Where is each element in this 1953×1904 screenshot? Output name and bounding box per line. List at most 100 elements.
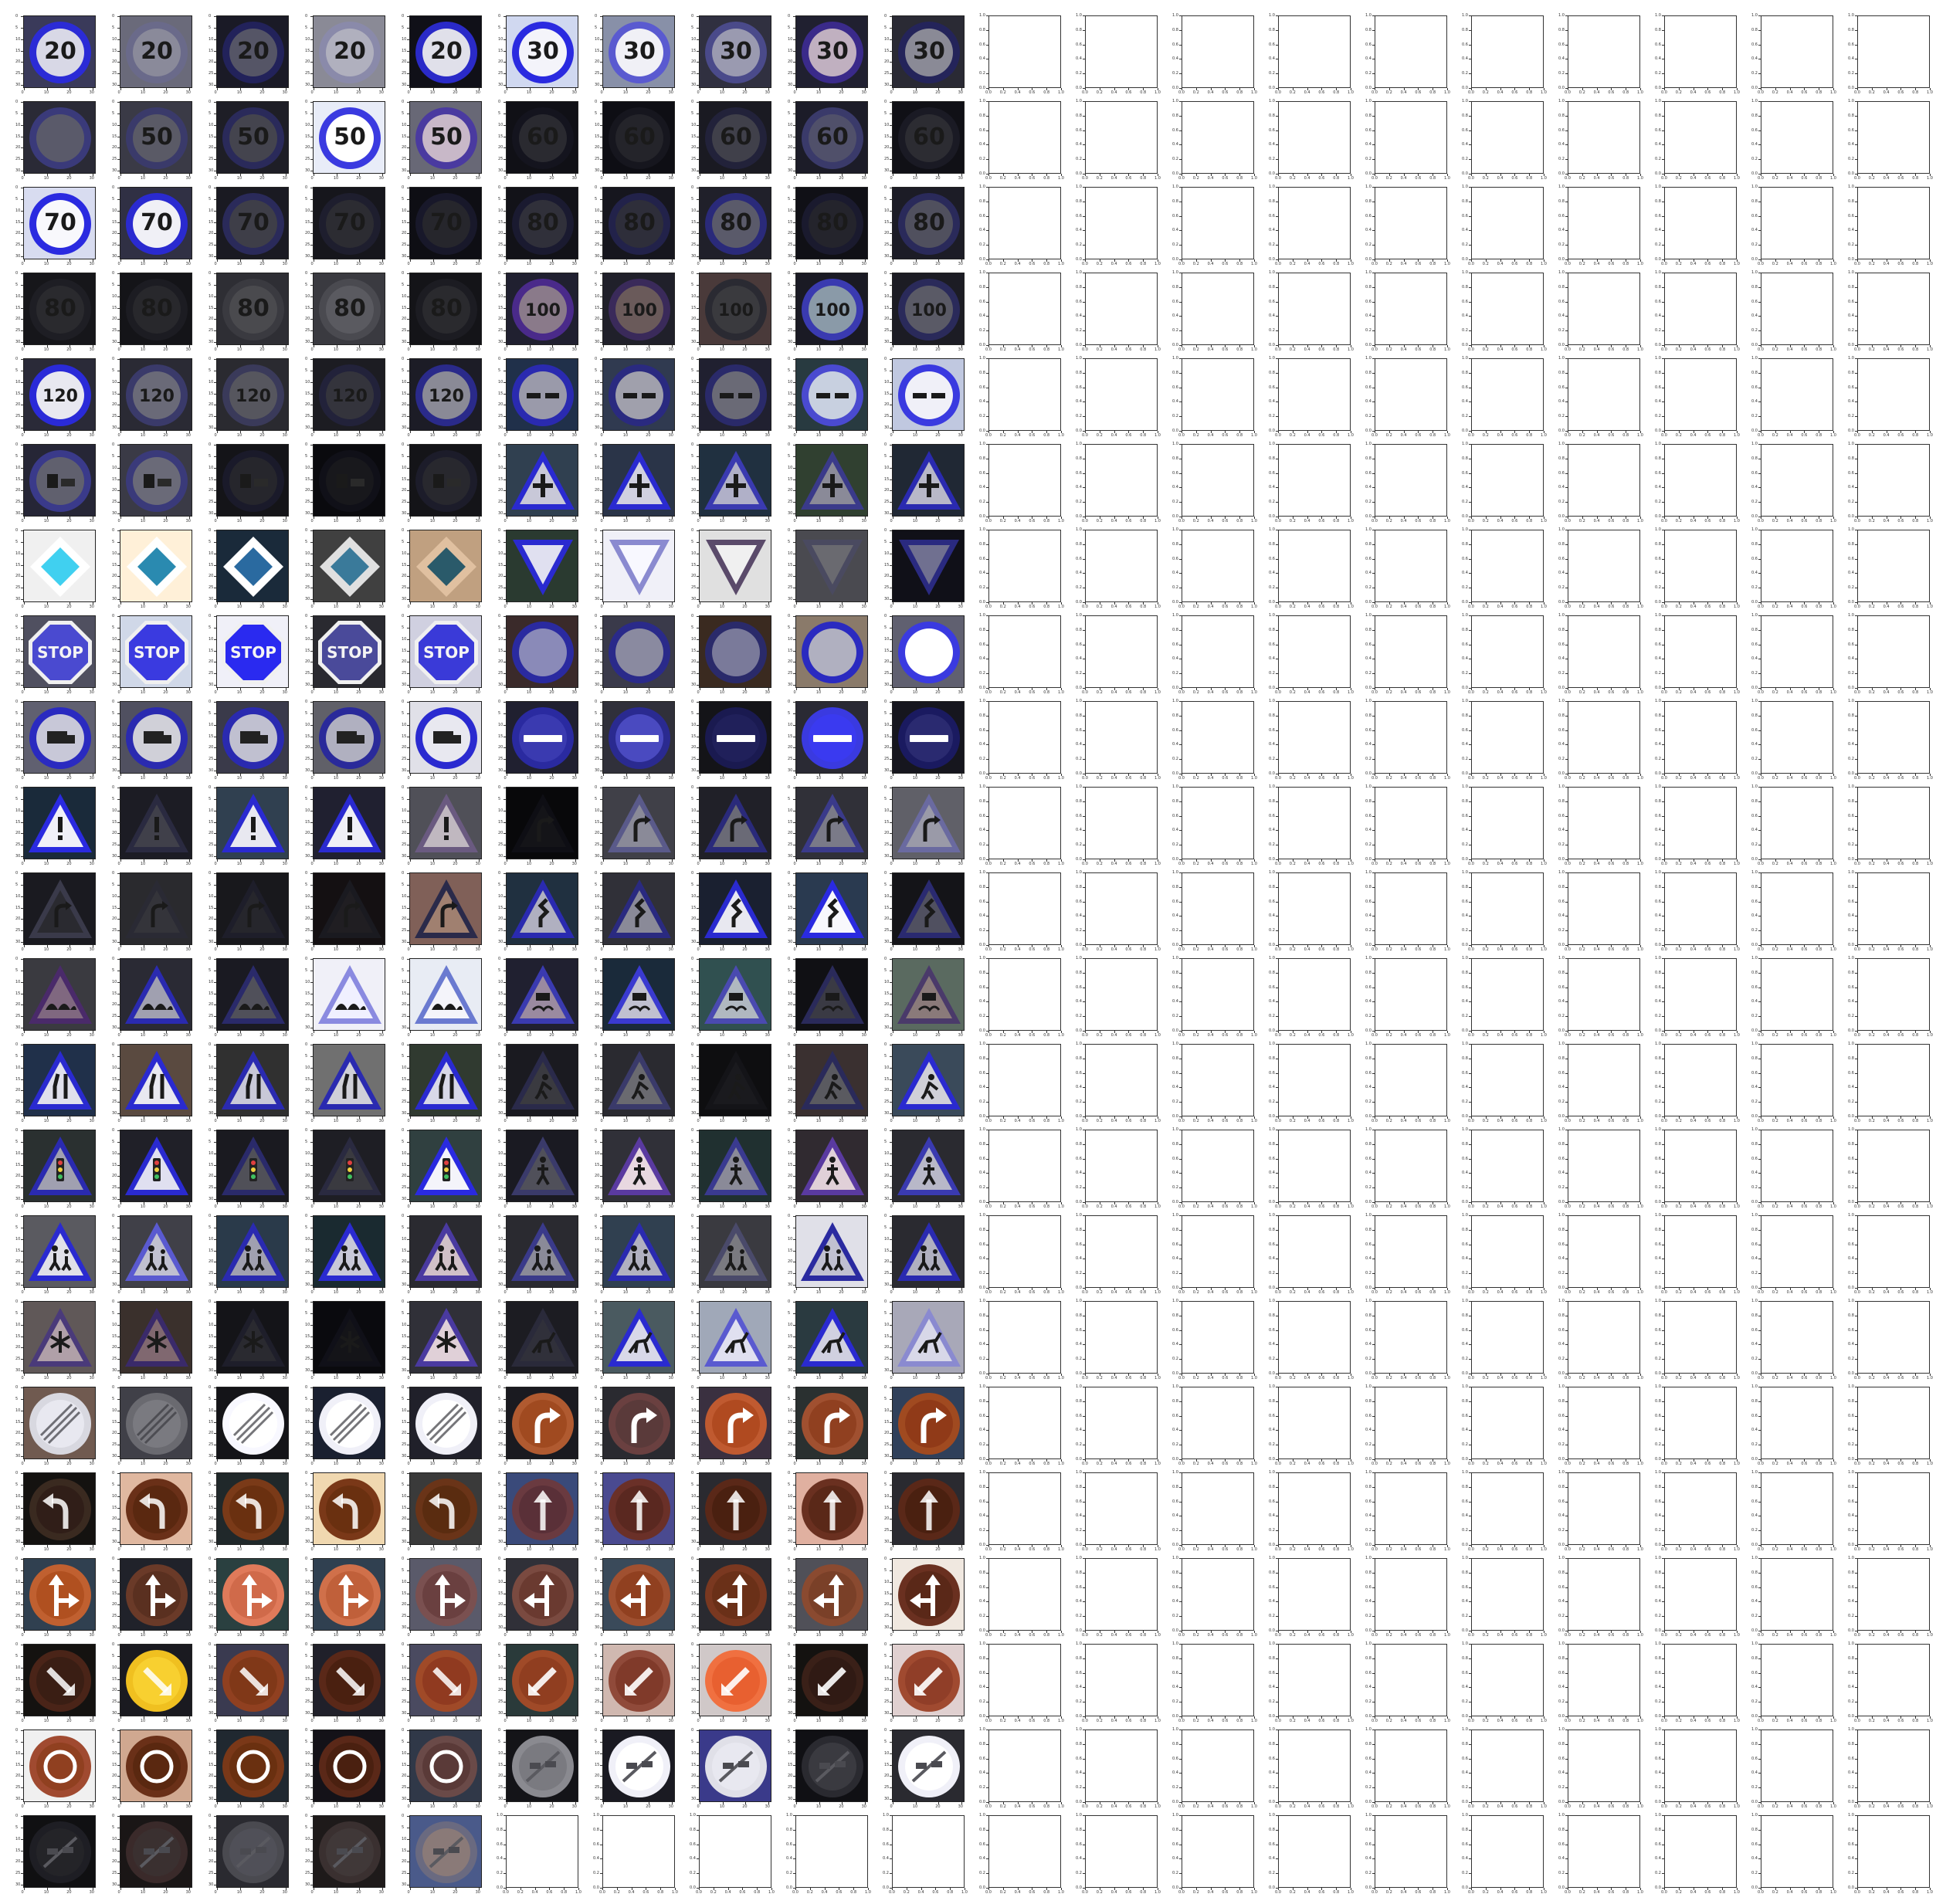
y-tick — [1855, 715, 1857, 717]
x-tick-label: 20 — [163, 434, 168, 438]
y-tick-label: 0.2 — [1462, 672, 1468, 676]
y-tick-label: 0 — [498, 100, 500, 104]
y-tick-label: 15 — [595, 391, 599, 396]
y-tick-label: 20 — [112, 574, 117, 578]
x-tick-label: 0.6 — [1897, 91, 1904, 95]
x-tick — [1002, 688, 1004, 690]
y-tick — [697, 684, 699, 686]
x-tick-label: 0 — [697, 777, 699, 781]
y-tick — [21, 467, 23, 469]
x-tick-label: 0.8 — [1912, 263, 1918, 266]
x-tick-label: 0.2 — [1290, 91, 1296, 95]
y-tick — [986, 159, 988, 161]
x-tick — [864, 431, 866, 433]
y-tick-label: 0.6 — [1655, 557, 1661, 561]
image-axes: 50 — [313, 101, 385, 174]
y-tick — [890, 530, 892, 532]
y-tick-label: 0 — [209, 786, 211, 790]
x-tick-label: 0.6 — [1125, 777, 1131, 781]
y-tick — [214, 456, 216, 458]
empty-axes-cell: 0.0 0.2 0.4 0.6 0.8 1.0 0.0 0.2 0.4 0.6 0.8 1.0 — [979, 528, 1064, 609]
y-tick — [1469, 286, 1471, 288]
y-tick-label: 0.6 — [1655, 300, 1661, 304]
x-tick — [432, 431, 434, 433]
image-axes — [409, 701, 482, 774]
image-axes — [699, 615, 771, 688]
y-tick — [310, 233, 313, 235]
x-tick-label: 0.6 — [1415, 348, 1421, 352]
sample-image-cell: 50 0 10 20 30 0 5 10 15 20 25 30 — [305, 100, 385, 181]
sample-image-cell: 70 0 10 20 30 0 5 10 15 20 25 30 — [305, 186, 385, 266]
y-tick — [407, 564, 409, 566]
y-tick-label: 25 — [788, 500, 792, 504]
x-tick — [410, 602, 412, 605]
y-tick-label: 0 — [305, 272, 307, 276]
x-tick — [1388, 174, 1390, 176]
x-tick-label: 0.2 — [1772, 777, 1778, 781]
x-tick — [938, 602, 940, 605]
y-tick — [1276, 602, 1278, 603]
x-tick-label: 0 — [21, 434, 23, 438]
x-tick — [1046, 602, 1048, 605]
x-tick-label: 0.0 — [1372, 605, 1378, 609]
y-tick — [600, 747, 602, 749]
y-tick-label: 10 — [884, 37, 889, 42]
y-tick — [310, 456, 313, 458]
empty-axes — [1182, 273, 1254, 345]
x-tick — [478, 259, 480, 262]
x-tick — [1085, 259, 1086, 262]
x-tick — [1278, 688, 1279, 690]
y-tick — [1372, 573, 1375, 574]
x-tick-label: 10 — [237, 691, 242, 695]
x-tick-label: 30 — [765, 691, 770, 695]
x-tick — [1500, 602, 1501, 605]
y-tick — [697, 341, 699, 343]
y-tick — [600, 501, 602, 503]
x-tick — [961, 688, 962, 690]
y-tick-label: 30 — [402, 768, 406, 773]
x-tick — [478, 345, 480, 347]
y-tick-label: 0 — [595, 100, 597, 104]
x-tick — [1278, 431, 1279, 433]
y-tick-label: 15 — [691, 134, 696, 139]
y-tick — [1276, 130, 1278, 131]
sign-label: 60 — [816, 124, 849, 151]
y-tick-label: 0.2 — [1076, 158, 1082, 161]
image-axes — [506, 358, 578, 431]
y-tick — [600, 576, 602, 578]
y-tick-label: 0.0 — [979, 344, 985, 347]
x-tick-label: 30 — [862, 348, 866, 352]
y-tick — [697, 456, 699, 458]
y-tick — [117, 490, 120, 492]
y-tick-label: 0.2 — [1655, 415, 1661, 418]
traffic-sign-image — [314, 788, 385, 859]
y-tick-label: 0 — [498, 700, 500, 704]
x-tick — [1195, 602, 1197, 605]
x-tick-label: 0.0 — [1372, 177, 1378, 181]
sign-label: 80 — [623, 209, 656, 236]
y-tick — [504, 855, 506, 857]
y-tick-label: 0.0 — [1558, 772, 1565, 776]
x-tick-label: 10 — [527, 777, 531, 781]
x-tick — [1611, 517, 1612, 519]
y-tick-label: 0.4 — [1269, 229, 1275, 232]
x-tick-label: 0.2 — [1579, 91, 1585, 95]
x-tick-label: 0.2 — [1097, 691, 1103, 695]
x-tick-label: 0.0 — [1372, 434, 1378, 438]
empty-axes — [1471, 101, 1544, 174]
x-tick-label: 30 — [90, 862, 94, 866]
y-tick-label: 0.0 — [1269, 772, 1275, 776]
y-tick — [600, 822, 602, 823]
y-tick — [1469, 187, 1471, 188]
x-tick-label: 1.0 — [1734, 520, 1740, 523]
y-tick-label: 0.2 — [1848, 672, 1854, 676]
x-tick-label: 1.0 — [1444, 605, 1450, 609]
x-tick-label: 30 — [186, 520, 191, 523]
traffic-sign-image — [700, 788, 771, 859]
empty-axes-cell: 0.0 0.2 0.4 0.6 0.8 1.0 0.0 0.2 0.4 0.6 0.8 1.0 — [1172, 271, 1257, 352]
image-axes — [216, 701, 289, 774]
y-tick — [890, 616, 892, 618]
y-tick — [504, 319, 506, 320]
empty-axes-cell: 0.0 0.2 0.4 0.6 0.8 1.0 0.0 0.2 0.4 0.6 0.8 1.0 — [1172, 528, 1257, 609]
y-tick — [117, 513, 120, 514]
